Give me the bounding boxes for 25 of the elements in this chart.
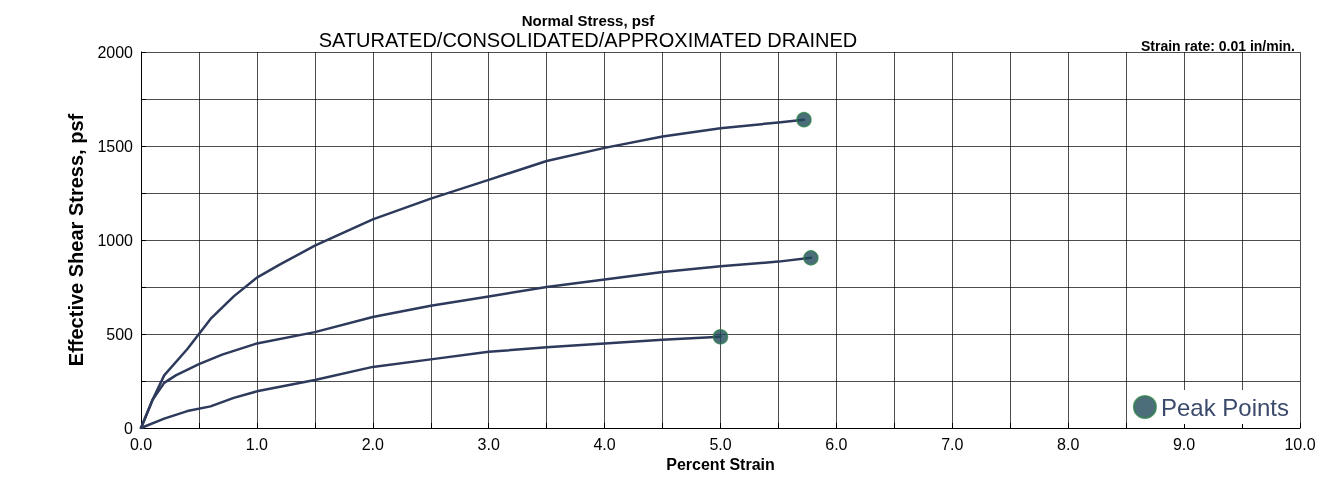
point bbox=[796, 111, 812, 128]
y-tick-label: 2000 bbox=[97, 43, 134, 61]
x-tick-label: 10.0 bbox=[1284, 435, 1316, 453]
y-tick-label: 1000 bbox=[97, 231, 134, 249]
y-axis-title: Effective Shear Stress, psf bbox=[65, 113, 87, 367]
x-tick-label: 9.0 bbox=[1172, 435, 1196, 453]
x-tick-label: 3.0 bbox=[477, 435, 500, 453]
x-tick-label: 7.0 bbox=[941, 435, 964, 453]
x-tick-label: 0.0 bbox=[129, 435, 153, 453]
point bbox=[803, 250, 819, 266]
x-tick-label: 5.0 bbox=[709, 435, 732, 453]
x-tick-label: 6.0 bbox=[825, 435, 848, 453]
y-tick-label: 500 bbox=[106, 325, 134, 343]
x-tick-label: 4.0 bbox=[593, 435, 616, 453]
x-tick-label: 1.0 bbox=[245, 435, 269, 453]
chart-title: Normal Stress, psf bbox=[521, 12, 656, 29]
chart-subtitle: SATURATED/CONSOLIDATED/APPROXIMATED DRAINED bbox=[318, 29, 858, 51]
annotation: Strain rate: 0.01 in/min. bbox=[1140, 38, 1296, 54]
x-axis-title: Percent Strain bbox=[666, 456, 775, 474]
y-tick-label: 1500 bbox=[97, 137, 134, 155]
y-tick-label: 0 bbox=[124, 419, 134, 437]
point bbox=[712, 329, 729, 345]
legend-label: Peak Points bbox=[1160, 393, 1289, 421]
x-tick-label: 2.0 bbox=[361, 435, 385, 453]
x-tick-label: 8.0 bbox=[1057, 435, 1080, 453]
